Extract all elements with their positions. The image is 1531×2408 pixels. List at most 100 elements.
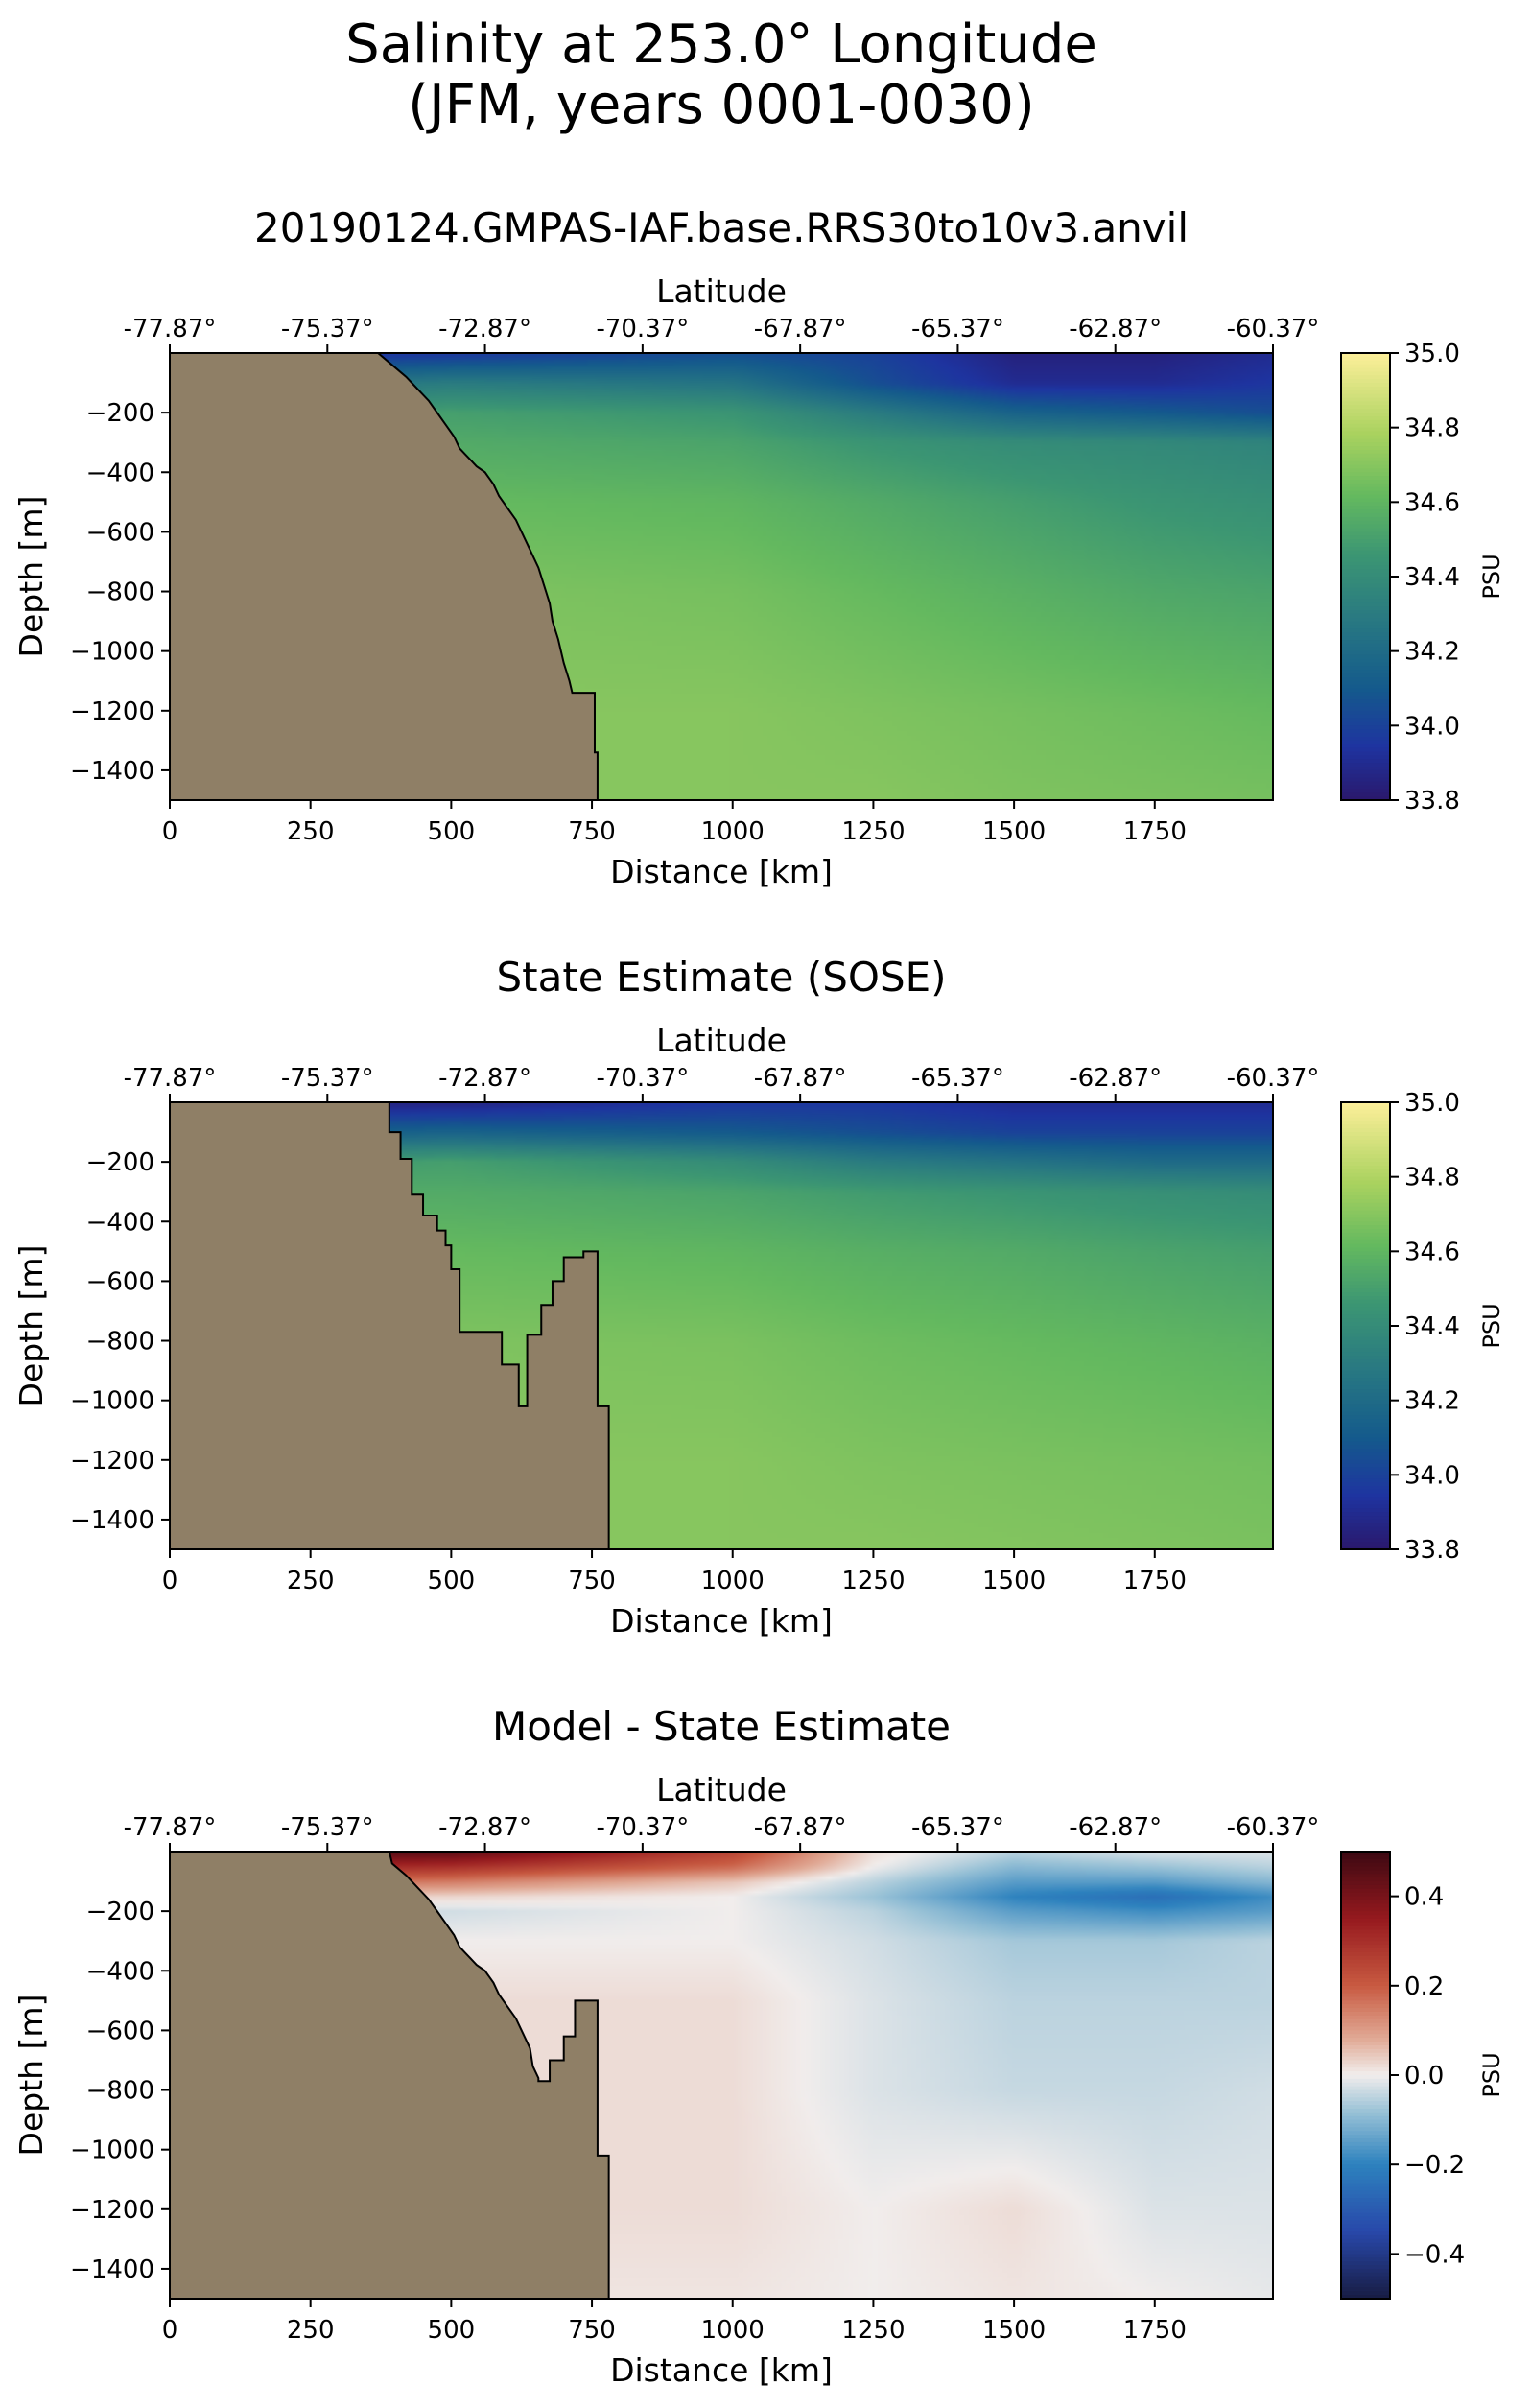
colorbar-segment <box>1341 673 1390 678</box>
top-axis-label: Latitude <box>656 1771 787 1808</box>
colorbar-segment <box>1341 785 1390 790</box>
colorbar-segment <box>1341 2067 1390 2072</box>
colorbar-segment <box>1341 2234 1390 2240</box>
colorbar-segment <box>1341 1385 1390 1390</box>
colorbar-segment <box>1341 1508 1390 1513</box>
colorbar-segment <box>1341 1445 1390 1450</box>
colorbar-segment <box>1341 1429 1390 1435</box>
colorbar-tick-label: 35.0 <box>1404 1089 1460 1118</box>
colorbar-segment <box>1341 751 1390 756</box>
colorbar-segment <box>1341 1132 1390 1137</box>
y-axis-label: Depth [m] <box>12 496 50 658</box>
colorbar-segment <box>1341 767 1390 771</box>
colorbar-segment <box>1341 464 1390 469</box>
colorbar-segment <box>1341 1534 1390 1539</box>
colorbar-segment <box>1341 457 1390 462</box>
colorbar-segment <box>1341 2075 1390 2080</box>
colorbar-segment <box>1341 360 1390 366</box>
colorbar-segment <box>1341 1329 1390 1334</box>
colorbar-segment <box>1341 2224 1390 2229</box>
colorbar-segment <box>1341 2008 1390 2013</box>
top-tick-label: -62.87° <box>1069 1064 1162 1093</box>
colorbar-segment <box>1341 2089 1390 2095</box>
colorbar-tick-label: 0.0 <box>1404 2062 1444 2090</box>
colorbar-segment <box>1341 1162 1390 1167</box>
colorbar-segment <box>1341 569 1390 574</box>
x-tick-label: 500 <box>428 817 476 846</box>
colorbar-segment <box>1341 1195 1390 1200</box>
colorbar-segment <box>1341 2015 1390 2020</box>
colorbar-segment <box>1341 613 1390 619</box>
colorbar-segment <box>1341 460 1390 466</box>
colorbar-segment <box>1341 1874 1390 1878</box>
colorbar-segment <box>1341 1265 1390 1271</box>
colorbar-segment <box>1341 2000 1390 2005</box>
colorbar-segment <box>1341 1918 1390 1924</box>
colorbar-segment <box>1341 699 1390 704</box>
land-mask <box>170 1852 609 2299</box>
colorbar-segment <box>1341 1482 1390 1487</box>
colorbar-segment <box>1341 401 1390 406</box>
colorbar-segment <box>1341 1348 1390 1353</box>
colorbar-segment <box>1341 535 1390 540</box>
top-tick-label: -77.87° <box>124 315 217 343</box>
colorbar-segment <box>1341 419 1390 425</box>
colorbar-segment <box>1341 606 1390 611</box>
colorbar-segment <box>1341 2268 1390 2274</box>
colorbar-segment <box>1341 1974 1390 1979</box>
x-tick-label: 250 <box>287 2316 335 2345</box>
colorbar-tick-label: 34.6 <box>1404 1238 1460 1266</box>
colorbar-segment <box>1341 1546 1390 1550</box>
colorbar-segment <box>1341 1259 1390 1263</box>
colorbar-segment <box>1341 442 1390 447</box>
colorbar-segment <box>1341 1455 1390 1461</box>
colorbar-segment <box>1341 1251 1390 1256</box>
colorbar-segment <box>1341 486 1390 492</box>
colorbar-segment <box>1341 1504 1390 1509</box>
colorbar-segment <box>1341 1243 1390 1249</box>
colorbar-segment <box>1341 1981 1390 1987</box>
panel-1: 20190124.GMPAS-IAF.base.RRS30to10v3.anvi… <box>12 204 1505 890</box>
colorbar-segment <box>1341 490 1390 496</box>
colorbar-tick-label: −0.2 <box>1404 2151 1465 2180</box>
colorbar-segment <box>1341 2194 1390 2199</box>
colorbar-segment <box>1341 1295 1390 1301</box>
colorbar-segment <box>1341 375 1390 380</box>
colorbar-segment <box>1341 416 1390 421</box>
colorbar-segment <box>1341 710 1390 716</box>
colorbar-segment <box>1341 453 1390 459</box>
colorbar-segment <box>1341 2044 1390 2050</box>
colorbar-tick-label: 34.6 <box>1404 488 1460 517</box>
colorbar-tick-label: 34.2 <box>1404 638 1460 667</box>
colorbar-segment <box>1341 353 1390 358</box>
colorbar-segment <box>1341 2250 1390 2255</box>
x-tick-label: 1250 <box>841 817 905 846</box>
y-tick-label: −1400 <box>70 757 154 786</box>
colorbar-segment <box>1341 688 1390 693</box>
colorbar-segment <box>1341 1303 1390 1309</box>
colorbar-segment <box>1341 506 1390 510</box>
colorbar-segment <box>1341 1358 1390 1364</box>
colorbar-label: PSU <box>1478 1303 1505 1348</box>
colorbar-segment <box>1341 1404 1390 1409</box>
colorbar-segment <box>1341 1229 1390 1234</box>
colorbar-segment <box>1341 2171 1390 2177</box>
land-mask <box>170 353 598 800</box>
colorbar-segment <box>1341 1971 1390 1975</box>
colorbar-segment <box>1341 1422 1390 1428</box>
colorbar-segment <box>1341 2135 1390 2139</box>
colorbar-segment <box>1341 438 1390 443</box>
colorbar-segment <box>1341 2265 1390 2270</box>
x-tick-label: 750 <box>568 2316 616 2345</box>
colorbar-tick-label: 34.4 <box>1404 563 1460 592</box>
colorbar-segment <box>1341 744 1390 749</box>
y-tick-label: −600 <box>86 518 154 547</box>
colorbar-segment <box>1341 1471 1390 1475</box>
x-tick-label: 750 <box>568 1567 616 1595</box>
colorbar-segment <box>1341 2071 1390 2076</box>
figure-title-line2: (JFM, years 0001-0030) <box>408 74 1035 136</box>
colorbar-segment <box>1341 1396 1390 1402</box>
colorbar-segment <box>1341 2160 1390 2165</box>
x-tick-label: 250 <box>287 817 335 846</box>
colorbar-segment <box>1341 1225 1390 1230</box>
